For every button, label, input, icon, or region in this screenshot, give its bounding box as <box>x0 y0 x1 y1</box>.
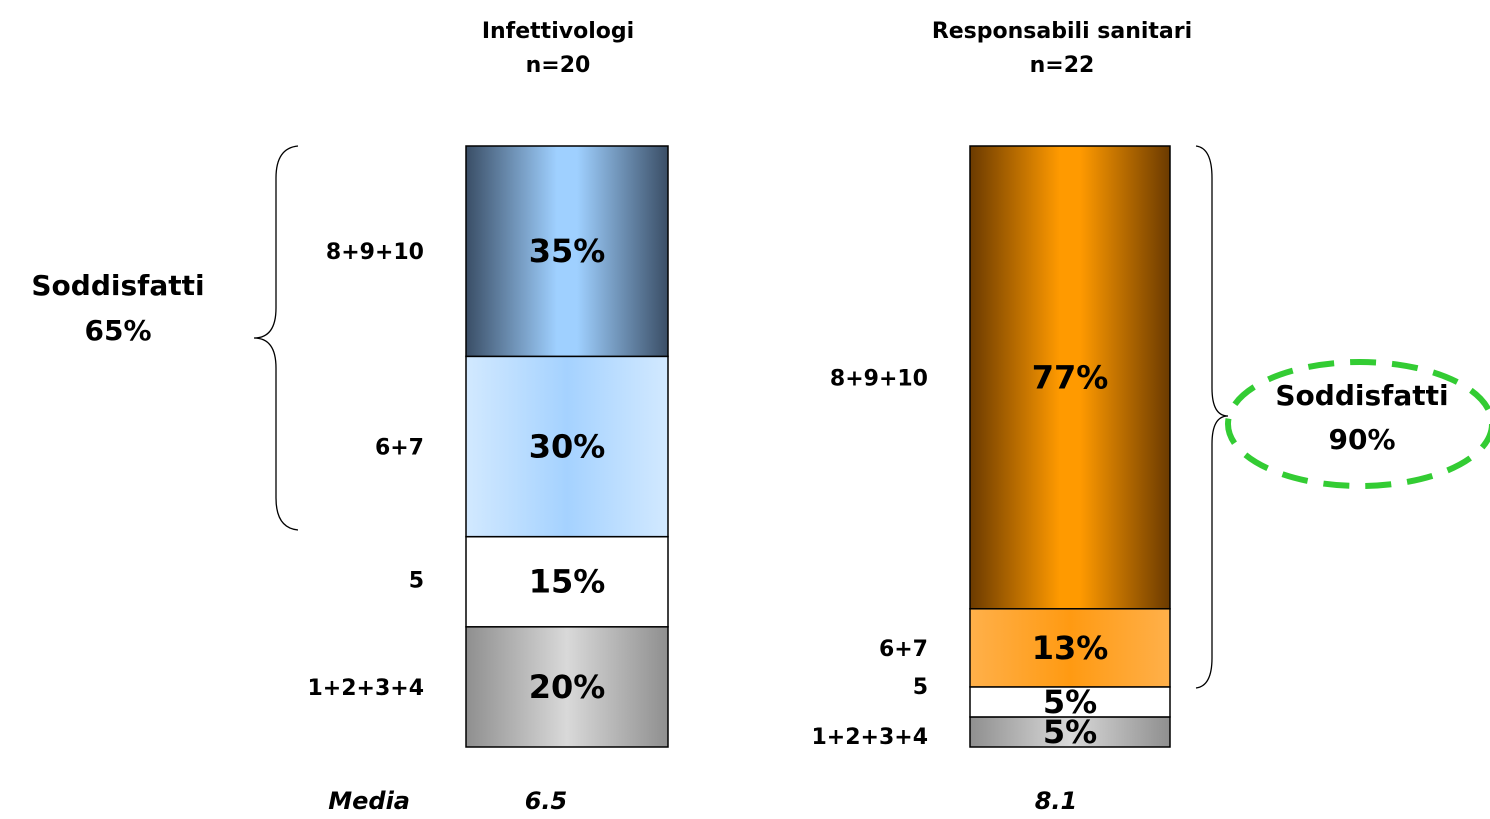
data-label: 5% <box>1043 683 1097 721</box>
category-label: 1+2+3+4 <box>307 676 424 701</box>
left-brace <box>253 145 299 531</box>
category-label: 5 <box>409 569 424 594</box>
bar-segment <box>969 145 1171 610</box>
bar-segment <box>465 535 669 628</box>
bar-segment <box>465 626 669 748</box>
satisfied-value-2: 90% <box>1328 423 1395 456</box>
category-label: 5 <box>913 675 928 700</box>
satisfied-label-1: Soddisfatti <box>31 269 204 302</box>
col-title-1: Infettivologi <box>482 19 634 44</box>
mean-label: Media <box>328 787 410 815</box>
highlight-ellipse <box>1225 359 1490 489</box>
col-subtitle-1: n=20 <box>526 53 591 78</box>
bar-segment <box>969 686 1171 718</box>
bar-segment <box>465 145 669 358</box>
category-label: 6+7 <box>879 637 928 662</box>
data-label: 15% <box>529 563 606 601</box>
col-title-2: Responsabili sanitari <box>932 19 1192 44</box>
data-label: 77% <box>1032 358 1109 396</box>
satisfied-label-2: Soddisfatti <box>1275 379 1448 412</box>
bars: 20% 1+2+3+4 15% 5 30% 6+7 35% 8+9+10 5% 1+2+3+4 5%… <box>307 145 1171 751</box>
bar-segment <box>969 716 1171 748</box>
category-label: 6+7 <box>375 436 424 461</box>
bar-segment <box>969 608 1171 688</box>
mean-value-2: 8.1 <box>1035 787 1078 815</box>
mean-value-1: 6.5 <box>525 787 568 815</box>
right-brace <box>1195 145 1229 689</box>
data-label: 30% <box>529 428 606 466</box>
data-label: 13% <box>1032 629 1109 667</box>
data-label: 35% <box>529 232 606 270</box>
col-subtitle-2: n=22 <box>1030 53 1095 78</box>
category-label: 1+2+3+4 <box>811 725 928 750</box>
satisfied-value-1: 65% <box>84 314 151 347</box>
category-label: 8+9+10 <box>830 366 928 391</box>
data-label: 5% <box>1043 713 1097 751</box>
category-label: 8+9+10 <box>326 240 424 265</box>
data-label: 20% <box>529 668 606 706</box>
